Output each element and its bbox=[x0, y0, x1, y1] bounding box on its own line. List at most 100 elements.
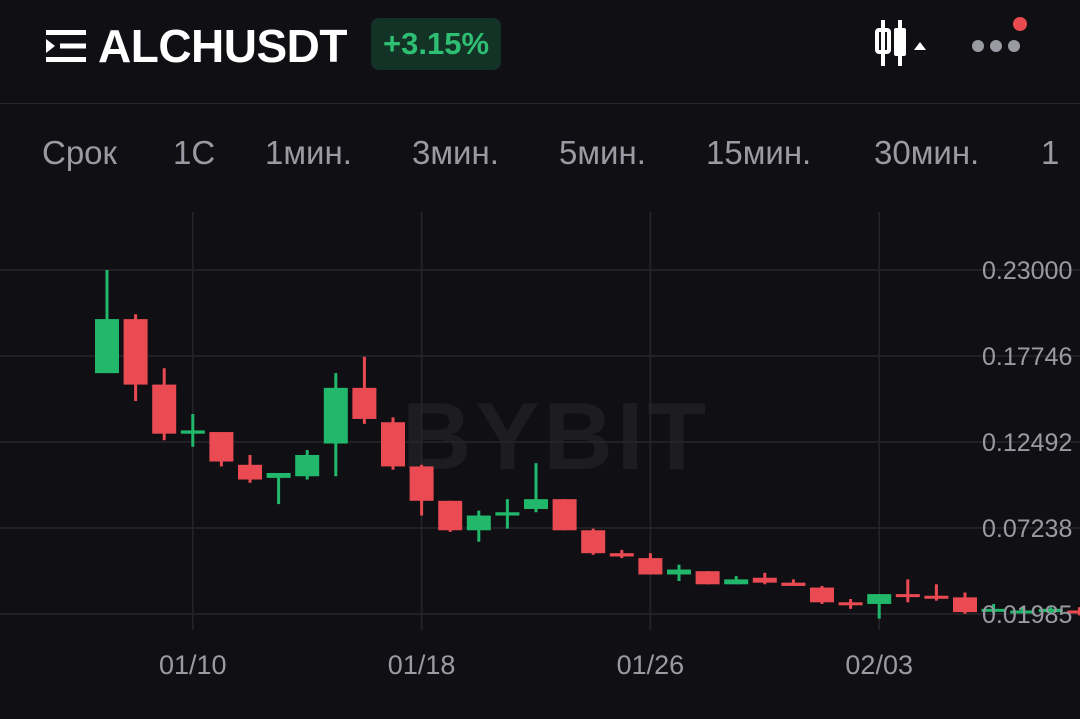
candle-body bbox=[152, 384, 177, 434]
candle-up bbox=[524, 463, 548, 513]
candle-down bbox=[895, 579, 920, 603]
candle-body bbox=[266, 472, 291, 478]
candle-body bbox=[180, 430, 205, 434]
y-tick-label: 0.01985 bbox=[982, 601, 1072, 629]
candle-body bbox=[381, 422, 405, 467]
candle-down bbox=[752, 572, 777, 585]
candle-down bbox=[152, 368, 177, 441]
candle-down bbox=[381, 417, 405, 470]
candle-body bbox=[953, 597, 977, 613]
top-bar: ALCHUSDT +3.15% bbox=[0, 0, 1080, 104]
candle-body bbox=[838, 602, 863, 606]
candle-body bbox=[466, 515, 491, 531]
timeframe-1h[interactable]: 1 bbox=[1041, 134, 1060, 171]
candle-body bbox=[981, 608, 1006, 612]
candle-up bbox=[1010, 607, 1035, 614]
x-tick-label: 02/03 bbox=[845, 650, 913, 680]
candle-body bbox=[409, 466, 434, 501]
list-menu-icon[interactable] bbox=[46, 28, 88, 64]
price-change-badge: +3.15% bbox=[371, 18, 502, 70]
x-tick-label: 01/10 bbox=[159, 650, 227, 680]
candle-body bbox=[781, 582, 806, 586]
y-tick-label: 0.17746 bbox=[982, 343, 1072, 371]
candle-body bbox=[895, 594, 920, 598]
candle-down bbox=[838, 599, 863, 609]
candle-body bbox=[495, 512, 520, 516]
more-options-icon[interactable] bbox=[962, 14, 1034, 74]
candle-body bbox=[609, 553, 634, 557]
candle-body bbox=[924, 595, 949, 599]
candle-body bbox=[552, 499, 577, 531]
candlestick-chart-icon[interactable] bbox=[870, 16, 930, 70]
candle-down bbox=[953, 592, 977, 614]
timeframe-15m[interactable]: 15мин. bbox=[706, 134, 812, 171]
timeframe-1m[interactable]: 1мин. bbox=[265, 134, 352, 171]
candle-down bbox=[209, 432, 234, 467]
candle-up bbox=[981, 603, 1006, 614]
candle-up bbox=[95, 270, 119, 374]
candle-body bbox=[1010, 610, 1035, 614]
candle-up bbox=[180, 414, 205, 447]
candle-down bbox=[924, 584, 949, 601]
candle-down bbox=[352, 356, 377, 424]
candle-body bbox=[581, 530, 606, 554]
candle-down bbox=[409, 464, 434, 516]
candle-up bbox=[724, 576, 749, 585]
candle-body bbox=[295, 454, 320, 477]
candle-down bbox=[438, 500, 463, 532]
candle-down bbox=[781, 579, 806, 586]
candle-down bbox=[552, 499, 577, 531]
candle-body bbox=[1038, 608, 1063, 613]
candle-down bbox=[1067, 607, 1080, 616]
candle-up bbox=[867, 594, 892, 619]
y-tick-label: 0.07238 bbox=[982, 515, 1072, 543]
y-tick-label: 0.23000 bbox=[982, 257, 1072, 285]
price-axis: 0.23000 0.17746 0.12492 0.07238 0.01985 bbox=[982, 257, 1072, 629]
candle-up bbox=[667, 564, 691, 582]
timeframe-1d[interactable]: 1С bbox=[173, 134, 216, 171]
timeframe-30m[interactable]: 30мин. bbox=[874, 134, 980, 171]
candle-body bbox=[95, 319, 119, 374]
x-tick-label: 01/26 bbox=[617, 650, 685, 680]
candle-up bbox=[266, 472, 291, 505]
exchange-watermark: BYBIT bbox=[402, 383, 710, 490]
trading-pair-symbol[interactable]: ALCHUSDT bbox=[98, 20, 347, 72]
candle-body bbox=[667, 569, 691, 575]
x-tick-label: 01/18 bbox=[388, 650, 456, 680]
candle-up bbox=[466, 510, 491, 542]
timeframe-3m[interactable]: 3мин. bbox=[412, 134, 499, 171]
y-tick-label: 0.12492 bbox=[982, 429, 1072, 457]
candle-down bbox=[609, 549, 634, 559]
candle-body bbox=[238, 464, 262, 480]
candle-down bbox=[581, 528, 606, 555]
candle-up bbox=[1038, 607, 1063, 614]
candle-body bbox=[867, 594, 892, 604]
candle-down bbox=[695, 571, 720, 585]
candle-body bbox=[323, 387, 348, 444]
candle-down bbox=[638, 553, 663, 575]
candle-body bbox=[724, 579, 749, 585]
notification-dot bbox=[1013, 17, 1027, 31]
candle-up bbox=[495, 499, 520, 529]
candle-body bbox=[638, 558, 663, 575]
candle-body bbox=[695, 571, 720, 585]
candle-down bbox=[123, 314, 148, 401]
candles bbox=[95, 270, 1080, 619]
candle-down bbox=[810, 585, 834, 604]
candle-body bbox=[524, 499, 548, 509]
candle-up bbox=[323, 373, 348, 477]
candle-up bbox=[295, 450, 320, 480]
candle-body bbox=[1067, 610, 1080, 614]
candle-body bbox=[438, 500, 463, 531]
timeframe-term[interactable]: Срок bbox=[42, 134, 117, 171]
candle-body bbox=[209, 432, 234, 462]
timeframe-tabs: Срок 1С 1мин. 3мин. 5мин. 15мин. 30мин. … bbox=[0, 104, 1080, 200]
candlestick-chart[interactable]: 0.23000 0.17746 0.12492 0.07238 0.01985 01/1… bbox=[0, 200, 1080, 719]
candle-down bbox=[238, 454, 262, 483]
timeframe-5m[interactable]: 5мин. bbox=[559, 134, 646, 171]
candle-body bbox=[810, 587, 834, 603]
candle-body bbox=[752, 577, 777, 583]
chart-grid bbox=[0, 212, 1080, 630]
candle-body bbox=[352, 387, 377, 419]
date-axis: 01/10 01/18 01/26 02/03 bbox=[159, 650, 913, 680]
